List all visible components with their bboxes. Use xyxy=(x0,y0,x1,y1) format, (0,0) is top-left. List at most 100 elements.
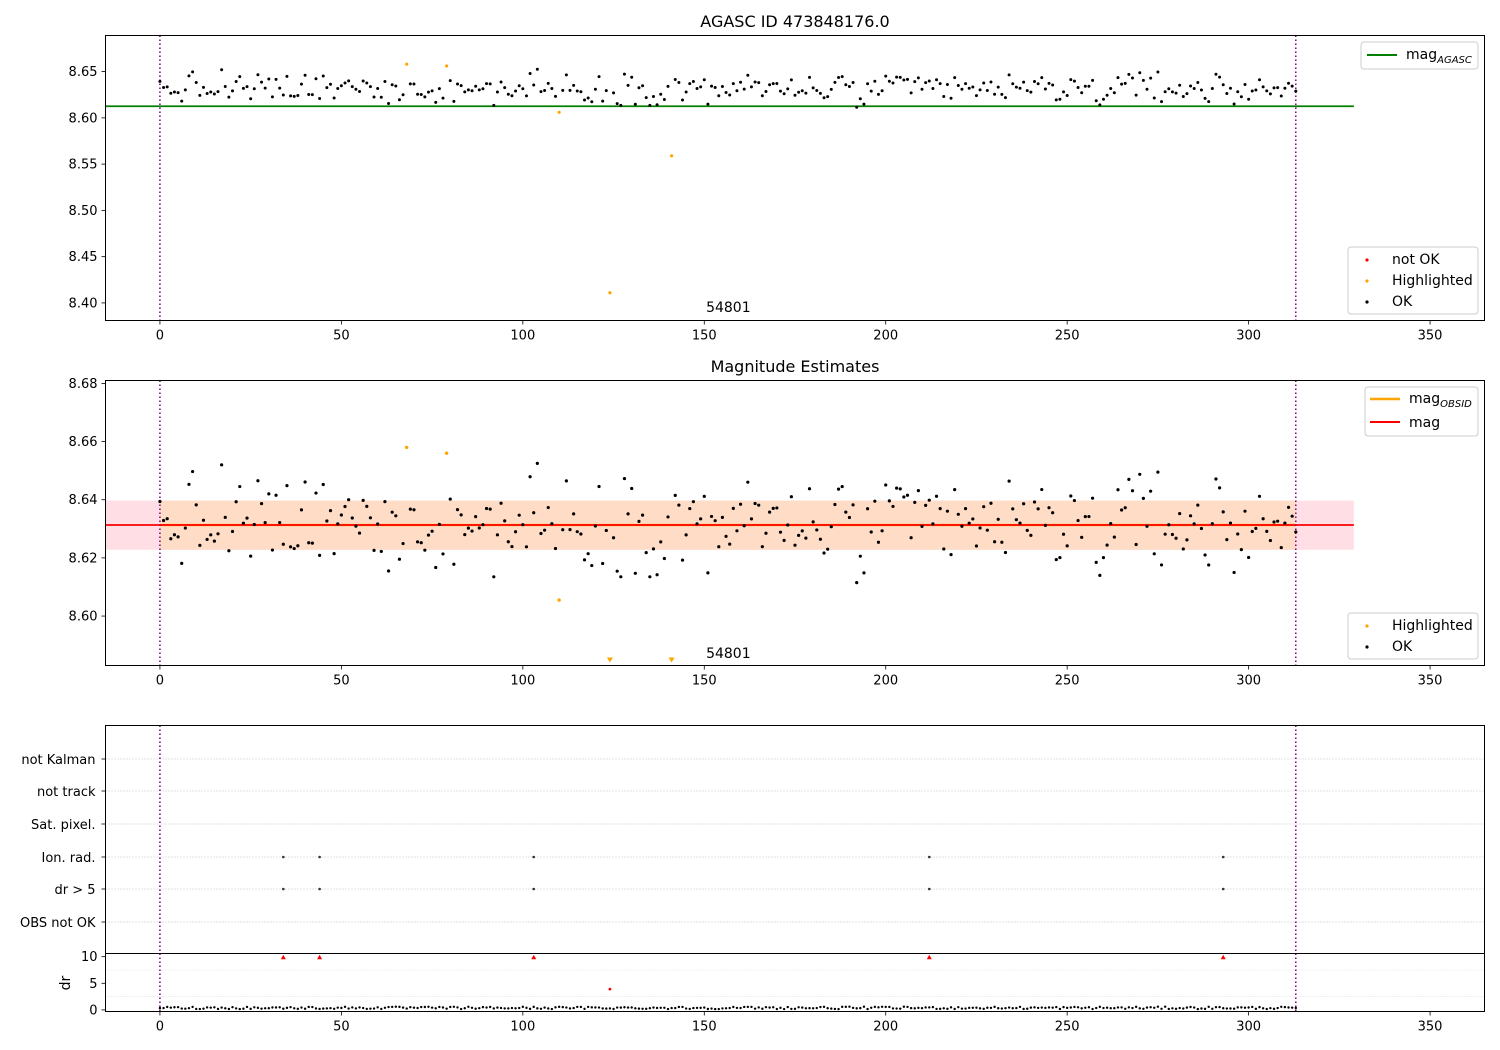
data-point-ok xyxy=(1163,90,1167,94)
dr-point xyxy=(1138,1007,1141,1010)
data-point-ok xyxy=(974,94,978,98)
data-point-ok xyxy=(470,89,474,93)
data-point-ok xyxy=(1069,494,1073,498)
dr-point xyxy=(746,1005,750,1009)
data-point-ok xyxy=(1014,518,1018,522)
dr-point xyxy=(677,1005,681,1009)
data-point-ok xyxy=(201,518,206,522)
dr-point xyxy=(456,1006,459,1009)
data-point-ok xyxy=(474,84,478,88)
data-point-ok xyxy=(187,482,191,486)
dr-point xyxy=(485,1006,488,1009)
data-point-ok xyxy=(778,89,782,93)
dr-point xyxy=(394,1005,398,1008)
data-point-ok xyxy=(314,491,318,495)
data-point-ok xyxy=(165,85,169,89)
data-point-ok xyxy=(539,90,543,94)
data-point-ok xyxy=(209,90,213,94)
dr-point xyxy=(441,1006,445,1009)
dr-point xyxy=(503,1007,506,1010)
data-point-ok xyxy=(641,84,645,88)
dr-point xyxy=(899,1007,902,1010)
data-point-ok xyxy=(176,91,180,95)
data-point-ok xyxy=(757,81,761,85)
data-point-ok xyxy=(361,498,365,503)
legend-label-ok-2: OK xyxy=(1392,639,1413,655)
dr-point xyxy=(768,1006,771,1009)
data-point-ok xyxy=(198,93,202,97)
data-point-ok xyxy=(394,84,398,88)
data-point-ok xyxy=(1207,563,1211,567)
data-point-ok xyxy=(1101,97,1105,101)
data-point-ok xyxy=(1091,78,1095,82)
dr-point xyxy=(307,1005,310,1009)
dr-point xyxy=(630,1006,633,1009)
dr-point xyxy=(532,1005,535,1009)
dr-point xyxy=(1153,1006,1156,1010)
dr-point xyxy=(750,1005,753,1009)
data-point-ok xyxy=(742,524,746,528)
data-point-ok xyxy=(1243,509,1247,513)
dr-point xyxy=(895,1007,898,1010)
data-point-ok xyxy=(448,497,452,501)
below-range-marker xyxy=(668,657,675,663)
data-point-ok xyxy=(165,517,169,521)
data-point-ok xyxy=(619,575,623,579)
dr-point xyxy=(989,1006,993,1010)
dr-point xyxy=(372,1007,376,1010)
data-point-ok xyxy=(808,75,812,79)
data-point-ok xyxy=(1156,70,1160,74)
data-point-ok xyxy=(517,84,521,88)
data-point-ok xyxy=(463,90,467,94)
data-point-ok xyxy=(1127,72,1131,76)
dr-high-marker xyxy=(1220,954,1226,960)
dr-point xyxy=(949,1006,953,1009)
data-point-ok xyxy=(1127,477,1131,481)
dr-point xyxy=(1280,1005,1283,1009)
panel1-legend-top-box xyxy=(1360,41,1479,70)
dr-point xyxy=(840,1005,844,1009)
data-point-ok xyxy=(169,91,173,95)
data-point-ok xyxy=(383,79,387,83)
data-point-ok xyxy=(579,532,583,536)
dr-point xyxy=(884,1005,887,1009)
data-point-ok xyxy=(771,506,775,510)
dr-point xyxy=(1167,1007,1170,1011)
data-point-ok xyxy=(1188,514,1193,518)
data-point-ok xyxy=(1014,85,1018,89)
dr-point xyxy=(634,1007,637,1010)
data-point-ok xyxy=(423,548,427,552)
data-point-ok xyxy=(760,545,764,549)
legend-label-mag-obsid: magOBSID xyxy=(1409,391,1472,410)
data-point-ok xyxy=(296,544,300,548)
dr-point xyxy=(670,1006,673,1010)
data-point-ok xyxy=(1170,90,1174,94)
dr-point xyxy=(1211,1007,1214,1010)
dr-point xyxy=(554,1006,557,1009)
dr-point xyxy=(626,1006,630,1009)
data-point-ok xyxy=(205,537,209,542)
data-point-ok xyxy=(804,536,808,540)
data-point-ok xyxy=(430,529,434,533)
dr-point xyxy=(663,1006,666,1009)
dr-point xyxy=(844,1005,848,1009)
legend-marker-not-ok xyxy=(1365,258,1369,262)
dr-point xyxy=(387,1005,390,1009)
data-point-ok xyxy=(390,83,394,87)
flag-category-label: Sat. pixel. xyxy=(31,818,95,833)
dr-point xyxy=(162,1006,165,1010)
data-point-ok xyxy=(811,86,815,90)
dr-point xyxy=(467,1005,470,1009)
dr-point xyxy=(318,1007,321,1011)
dr-point xyxy=(311,1005,314,1009)
dr-point xyxy=(732,1005,735,1009)
data-point-ok xyxy=(1174,536,1178,540)
dr-point xyxy=(967,1006,971,1010)
dr-point xyxy=(1251,1005,1254,1009)
dr-point xyxy=(1189,1005,1192,1009)
dr-point xyxy=(706,1007,710,1011)
data-point-ok xyxy=(989,501,993,505)
data-point-ok xyxy=(259,502,264,506)
legend-label-mag-agasc: magAGASC xyxy=(1406,47,1472,66)
dr-point xyxy=(293,1007,296,1010)
